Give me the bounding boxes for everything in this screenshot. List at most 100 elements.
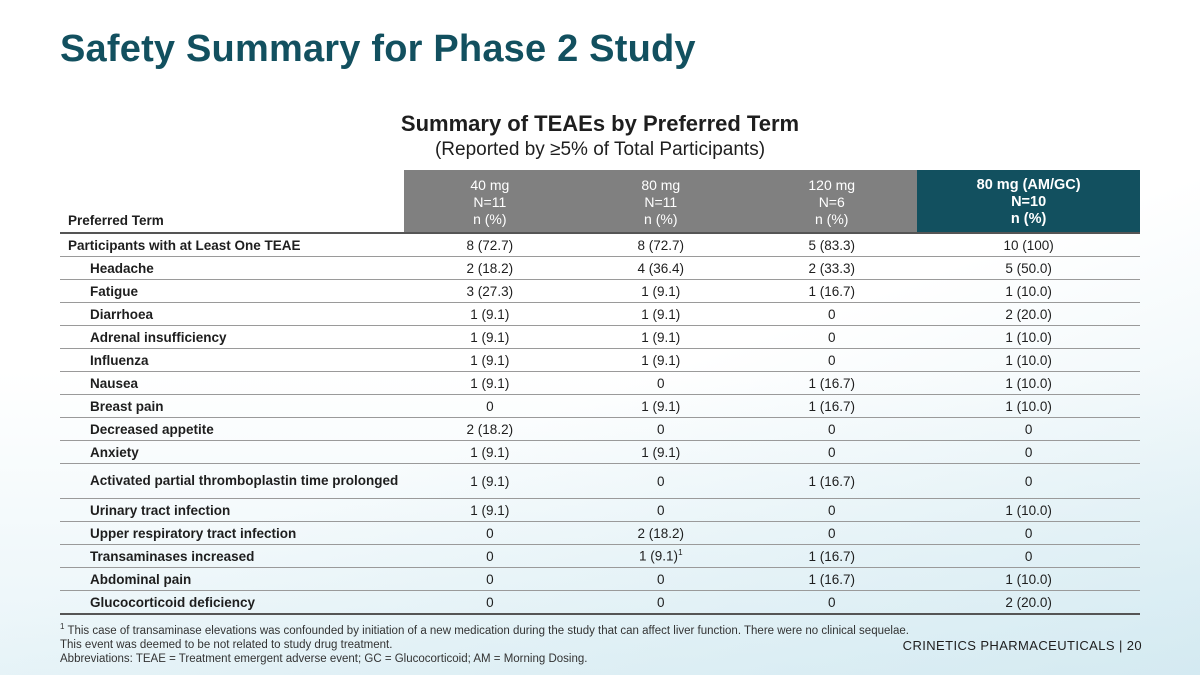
value-80mg: 0 <box>575 371 747 395</box>
footnote-number: 1 <box>60 622 65 631</box>
value-80mg: 1 (9.1) <box>575 325 747 349</box>
table-header-row: Preferred Term 40 mg N=11 n (%) 80 mg N=… <box>60 170 1140 233</box>
value-80mg-am-gc: 1 (10.0) <box>917 394 1140 418</box>
value-80mg-am-gc: 1 (10.0) <box>917 279 1140 303</box>
dose-label: 80 mg <box>641 177 681 193</box>
value-40mg: 1 (9.1) <box>404 371 576 395</box>
page-title: Safety Summary for Phase 2 Study <box>60 28 696 70</box>
value-120mg: 1 (16.7) <box>746 279 918 303</box>
value-40mg: 3 (27.3) <box>404 279 576 303</box>
value-120mg: 0 <box>746 417 918 441</box>
table-row: Abdominal pain 0 0 1 (16.7) 1 (10.0) <box>60 567 1140 591</box>
value-80mg: 0 <box>575 498 747 522</box>
preferred-term: Diarrhoea <box>60 302 405 326</box>
column-header-80mg: 80 mg N=11 n (%) <box>575 170 747 233</box>
value-80mg-am-gc: 1 (10.0) <box>917 348 1140 372</box>
value-120mg: 0 <box>746 440 918 464</box>
value-80mg: 1 (9.1) <box>575 440 747 464</box>
value-120mg: 0 <box>746 521 918 545</box>
table-row: Influenza 1 (9.1) 1 (9.1) 0 1 (10.0) <box>60 348 1140 372</box>
table-row: Transaminases increased 0 1 (9.1)1 1 (16… <box>60 544 1140 568</box>
table-row: Anxiety 1 (9.1) 1 (9.1) 0 0 <box>60 440 1140 464</box>
value-40mg: 0 <box>404 394 576 418</box>
table-title: Summary of TEAEs by Preferred Term <box>400 111 800 136</box>
value-120mg: 0 <box>746 498 918 522</box>
value-80mg: 0 <box>575 567 747 591</box>
footnote-text-block: 1 This case of transaminase elevations w… <box>60 620 920 652</box>
value-120mg: 1 (16.7) <box>746 463 918 499</box>
slide-footer: CRINETICS PHARMACEUTICALS | 20 <box>903 638 1142 653</box>
table-row: Headache 2 (18.2) 4 (36.4) 2 (33.3) 5 (5… <box>60 256 1140 280</box>
value-80mg-am-gc: 5 (50.0) <box>917 256 1140 280</box>
value-40mg: 0 <box>404 544 576 568</box>
table-row: Participants with at Least One TEAE 8 (7… <box>60 232 1140 257</box>
preferred-term: Influenza <box>60 348 405 372</box>
footnote-marker: 1 <box>678 548 683 558</box>
n-label: N=10 <box>1011 194 1047 210</box>
value-80mg: 1 (9.1) <box>575 279 747 303</box>
table-row: Breast pain 0 1 (9.1) 1 (16.7) 1 (10.0) <box>60 394 1140 418</box>
value-120mg: 0 <box>746 348 918 372</box>
value-40mg: 2 (18.2) <box>404 417 576 441</box>
value-40mg: 1 (9.1) <box>404 302 576 326</box>
value-80mg: 1 (9.1) <box>575 394 747 418</box>
table-row: Diarrhoea 1 (9.1) 1 (9.1) 0 2 (20.0) <box>60 302 1140 326</box>
column-header-40mg: 40 mg N=11 n (%) <box>404 170 576 233</box>
value-120mg: 1 (16.7) <box>746 544 918 568</box>
value-80mg-with-footnote: 1 (9.1)1 <box>575 544 747 568</box>
table-row: Urinary tract infection 1 (9.1) 0 0 1 (1… <box>60 498 1140 522</box>
unit-label: n (%) <box>1010 211 1047 227</box>
value-80mg-am-gc: 0 <box>917 544 1140 568</box>
preferred-term: Activated partial thromboplastin time pr… <box>60 463 405 499</box>
value-40mg: 1 (9.1) <box>404 498 576 522</box>
value-40mg: 1 (9.1) <box>404 325 576 349</box>
value-120mg: 1 (16.7) <box>746 394 918 418</box>
value-80mg: 1 (9.1) <box>575 302 747 326</box>
table-row: Decreased appetite 2 (18.2) 0 0 0 <box>60 417 1140 441</box>
table-row: Upper respiratory tract infection 0 2 (1… <box>60 521 1140 545</box>
unit-label: n (%) <box>815 211 849 227</box>
dose-label: 120 mg <box>808 177 856 193</box>
value-40mg: 1 (9.1) <box>404 348 576 372</box>
table-row: Activated partial thromboplastin time pr… <box>60 463 1140 499</box>
table-row: Nausea 1 (9.1) 0 1 (16.7) 1 (10.0) <box>60 371 1140 395</box>
table-row: Fatigue 3 (27.3) 1 (9.1) 1 (16.7) 1 (10.… <box>60 279 1140 303</box>
value-80mg-am-gc: 0 <box>917 521 1140 545</box>
preferred-term: Glucocorticoid deficiency <box>60 590 405 615</box>
table-subtitle: (Reported by ≥5% of Total Participants) <box>434 139 766 160</box>
column-header-preferred-term: Preferred Term <box>60 170 405 233</box>
unit-label: n (%) <box>644 211 678 227</box>
company-name: CRINETICS PHARMACEUTICALS <box>902 638 1115 653</box>
value-80mg-am-gc: 1 (10.0) <box>917 567 1140 591</box>
value-120mg: 1 (16.7) <box>746 371 918 395</box>
abbreviations: Abbreviations: TEAE = Treatment emergent… <box>60 652 588 665</box>
value-80mg: 4 (36.4) <box>575 256 747 280</box>
footnote-text: This case of transaminase elevations was… <box>60 624 909 651</box>
value-80mg: 0 <box>575 590 747 615</box>
value-80mg: 8 (72.7) <box>575 232 747 257</box>
unit-label: n (%) <box>473 211 507 227</box>
value-40mg: 0 <box>404 590 576 615</box>
teae-table: Preferred Term 40 mg N=11 n (%) 80 mg N=… <box>60 170 1140 615</box>
n-label: N=11 <box>473 194 507 210</box>
preferred-term: Decreased appetite <box>60 417 405 441</box>
value-40mg: 0 <box>404 567 576 591</box>
value-80mg-am-gc: 2 (20.0) <box>917 302 1140 326</box>
value-80mg: 1 (9.1) <box>575 348 747 372</box>
value-80mg: 1 (9.1) <box>639 548 679 564</box>
value-80mg-am-gc: 1 (10.0) <box>917 325 1140 349</box>
preferred-term: Transaminases increased <box>60 544 405 568</box>
value-120mg: 0 <box>746 325 918 349</box>
dose-label: 40 mg <box>470 177 510 193</box>
preferred-term: Abdominal pain <box>60 567 405 591</box>
column-header-80mg-am-gc: 80 mg (AM/GC) N=10 n (%) <box>917 170 1140 233</box>
value-40mg: 8 (72.7) <box>404 232 576 257</box>
value-80mg: 0 <box>575 417 747 441</box>
preferred-term: Anxiety <box>60 440 405 464</box>
value-120mg: 1 (16.7) <box>746 567 918 591</box>
preferred-term: Participants with at Least One TEAE <box>60 232 405 257</box>
value-120mg: 2 (33.3) <box>746 256 918 280</box>
value-80mg-am-gc: 1 (10.0) <box>917 371 1140 395</box>
value-40mg: 2 (18.2) <box>404 256 576 280</box>
value-120mg: 0 <box>746 590 918 615</box>
